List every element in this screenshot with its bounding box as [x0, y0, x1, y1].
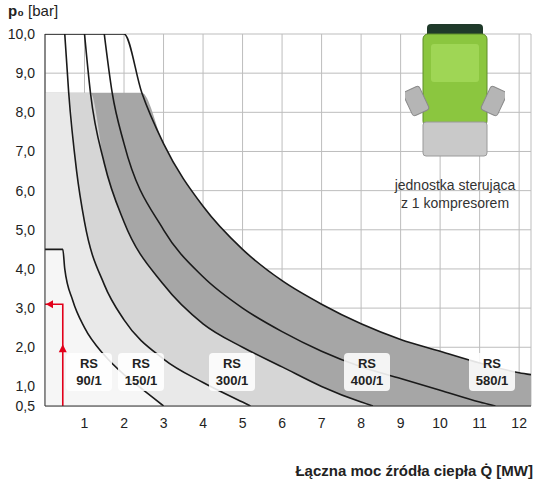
- html-text:p₀ [bar]: p₀ [bar]: [8, 2, 59, 19]
- svg-text:10: 10: [432, 415, 448, 431]
- svg-text:4,0: 4,0: [16, 261, 36, 277]
- svg-text:2,0: 2,0: [16, 339, 36, 355]
- svg-text:8: 8: [357, 415, 365, 431]
- svg-text:7,0: 7,0: [16, 143, 36, 159]
- svg-text:1,0: 1,0: [16, 378, 36, 394]
- svg-text:5: 5: [239, 415, 247, 431]
- html-text:90/1: 90/1: [76, 373, 102, 388]
- svg-text:2: 2: [120, 415, 128, 431]
- html-text:RS: RS: [223, 356, 241, 371]
- html-text:z 1 kompresorem: z 1 kompresorem: [400, 195, 510, 211]
- svg-text:11: 11: [472, 415, 487, 431]
- html-text:RS: RS: [358, 356, 376, 371]
- html-text:jednostka sterująca: jednostka sterująca: [394, 177, 516, 193]
- svg-text:1: 1: [81, 415, 89, 431]
- svg-text:9,0: 9,0: [16, 65, 36, 81]
- html-text:300/1: 300/1: [215, 373, 249, 388]
- svg-text:6,0: 6,0: [16, 183, 36, 199]
- svg-text:9: 9: [397, 415, 405, 431]
- html-text:RS: RS: [483, 356, 501, 371]
- html-text:580/1: 580/1: [475, 373, 509, 388]
- html-text:150/1: 150/1: [124, 373, 158, 388]
- svg-text:6: 6: [278, 415, 286, 431]
- html-text:Łączna moc źródła ciepła Q̇ [M: Łączna moc źródła ciepła Q̇ [MW]: [295, 462, 533, 479]
- svg-text:3,0: 3,0: [16, 300, 36, 316]
- svg-text:8,0: 8,0: [16, 104, 36, 120]
- svg-text:3: 3: [160, 415, 168, 431]
- html-text:RS: RS: [132, 356, 150, 371]
- svg-text:7: 7: [318, 415, 326, 431]
- svg-text:5,0: 5,0: [16, 222, 36, 238]
- svg-text:10,0: 10,0: [8, 26, 35, 42]
- html-text:400/1: 400/1: [350, 373, 384, 388]
- svg-text:4: 4: [199, 415, 207, 431]
- html-text:RS: RS: [80, 356, 98, 371]
- svg-text:0,5: 0,5: [16, 398, 36, 414]
- svg-text:12: 12: [511, 415, 527, 431]
